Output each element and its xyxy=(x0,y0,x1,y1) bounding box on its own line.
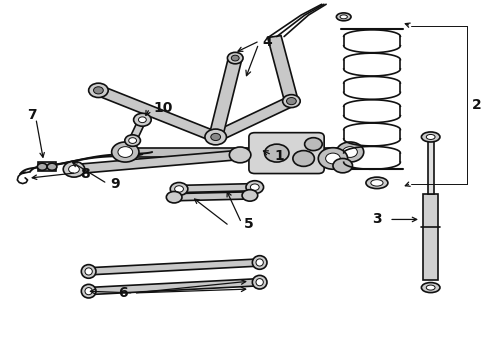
Circle shape xyxy=(250,184,259,190)
Ellipse shape xyxy=(426,285,435,290)
Ellipse shape xyxy=(81,265,96,278)
Ellipse shape xyxy=(421,132,440,142)
Ellipse shape xyxy=(426,134,435,139)
Ellipse shape xyxy=(421,283,440,293)
Polygon shape xyxy=(179,184,255,193)
Polygon shape xyxy=(95,86,219,141)
Polygon shape xyxy=(209,57,242,138)
Ellipse shape xyxy=(256,259,263,266)
Polygon shape xyxy=(174,192,250,201)
Text: 7: 7 xyxy=(27,108,37,122)
Circle shape xyxy=(211,134,220,140)
Ellipse shape xyxy=(371,180,383,186)
Circle shape xyxy=(227,52,243,64)
Circle shape xyxy=(265,144,289,162)
Text: 4: 4 xyxy=(262,35,272,49)
Text: 5: 5 xyxy=(244,217,254,231)
Circle shape xyxy=(112,142,139,162)
Circle shape xyxy=(37,163,47,170)
Circle shape xyxy=(343,147,357,157)
Polygon shape xyxy=(73,150,241,174)
Polygon shape xyxy=(129,119,146,141)
Circle shape xyxy=(118,147,133,157)
Text: 3: 3 xyxy=(372,212,382,226)
Polygon shape xyxy=(86,279,260,295)
Circle shape xyxy=(246,181,264,194)
Circle shape xyxy=(94,87,103,94)
Circle shape xyxy=(69,165,79,173)
Circle shape xyxy=(170,183,188,195)
Circle shape xyxy=(242,190,258,201)
Text: 8: 8 xyxy=(80,167,90,181)
Circle shape xyxy=(231,55,239,61)
Circle shape xyxy=(139,117,147,123)
FancyBboxPatch shape xyxy=(249,133,324,174)
Text: 9: 9 xyxy=(111,177,120,191)
Text: 6: 6 xyxy=(118,286,128,300)
Circle shape xyxy=(63,161,85,177)
Circle shape xyxy=(125,135,141,146)
Circle shape xyxy=(318,148,347,169)
Circle shape xyxy=(134,113,151,126)
Polygon shape xyxy=(38,162,56,171)
Polygon shape xyxy=(86,259,260,275)
Ellipse shape xyxy=(366,177,388,189)
Ellipse shape xyxy=(252,256,267,269)
Circle shape xyxy=(166,192,182,203)
Text: 10: 10 xyxy=(153,101,172,115)
Text: 1: 1 xyxy=(274,149,284,163)
Circle shape xyxy=(174,186,183,192)
Ellipse shape xyxy=(256,279,263,286)
Polygon shape xyxy=(428,137,434,194)
Circle shape xyxy=(229,147,251,163)
Polygon shape xyxy=(423,194,439,280)
Polygon shape xyxy=(123,148,352,157)
Circle shape xyxy=(205,129,226,145)
Ellipse shape xyxy=(340,15,347,19)
Ellipse shape xyxy=(85,268,92,275)
Circle shape xyxy=(283,95,300,108)
Circle shape xyxy=(333,158,352,173)
Ellipse shape xyxy=(336,13,351,21)
Ellipse shape xyxy=(252,275,267,289)
Circle shape xyxy=(287,98,296,105)
Circle shape xyxy=(293,150,315,166)
Text: 2: 2 xyxy=(472,98,482,112)
Circle shape xyxy=(326,153,340,164)
Polygon shape xyxy=(212,97,295,141)
Circle shape xyxy=(47,163,57,170)
Circle shape xyxy=(336,142,364,162)
Ellipse shape xyxy=(81,284,96,298)
Circle shape xyxy=(89,83,108,98)
Circle shape xyxy=(305,138,322,150)
Circle shape xyxy=(129,138,137,143)
Polygon shape xyxy=(268,36,298,102)
Ellipse shape xyxy=(85,288,92,295)
